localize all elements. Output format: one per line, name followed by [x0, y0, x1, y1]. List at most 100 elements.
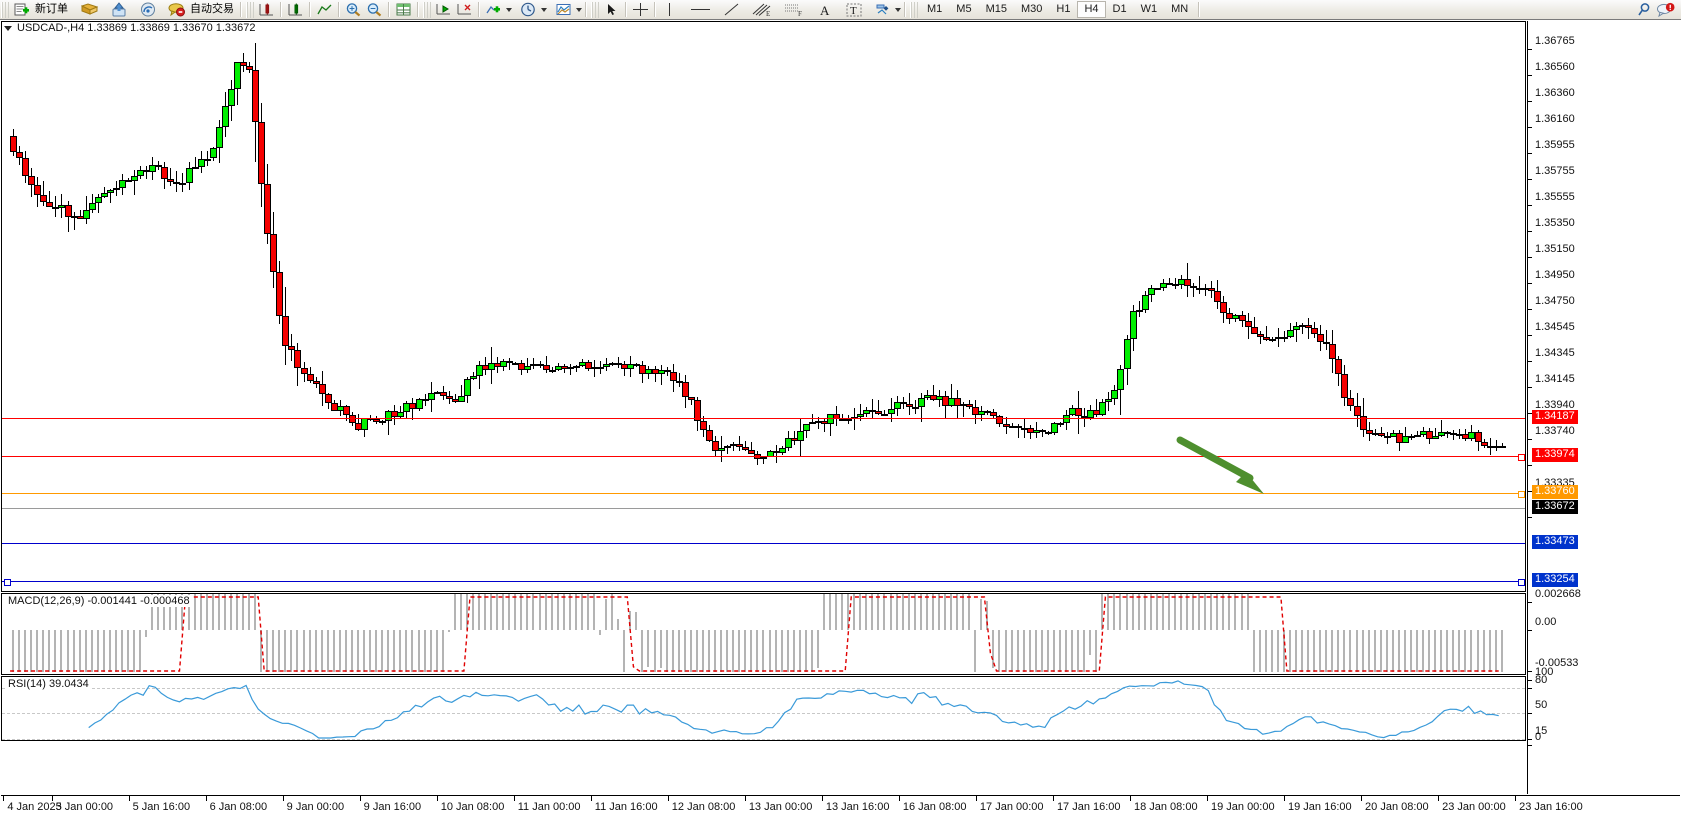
macd-histogram-bar: [18, 630, 21, 672]
candlestick: [1329, 22, 1337, 591]
timeframe-h1[interactable]: H1: [1056, 3, 1071, 15]
horizontal-price-line[interactable]: [2, 493, 1525, 494]
zoom-in-icon[interactable]: [343, 1, 364, 18]
text-label-icon[interactable]: T: [843, 1, 864, 18]
down-arrow-annotation[interactable]: [1172, 432, 1282, 502]
timeframe-m15[interactable]: M15: [985, 3, 1007, 15]
horizontal-price-line[interactable]: [2, 581, 1525, 582]
autotrade-label[interactable]: 自动交易: [190, 3, 234, 15]
timeframe-m1[interactable]: M1: [927, 3, 943, 15]
price-line-handle-left[interactable]: [4, 579, 11, 586]
price-line-label[interactable]: 1.33760: [1532, 485, 1578, 499]
grid-icon[interactable]: [393, 1, 414, 18]
svg-text:F: F: [798, 10, 802, 17]
hline-icon[interactable]: [688, 1, 713, 18]
toolbar-grip[interactable]: [1, 1, 9, 18]
candlestick: [324, 22, 332, 591]
price-scale[interactable]: 1.36765 1.36560 1.36360 1.36160 1.35955 1.357…: [1527, 21, 1680, 794]
toolbar-grip-3[interactable]: [423, 1, 431, 18]
macd-pane[interactable]: MACD(12,26,9) -0.001441 -0.000468: [1, 593, 1526, 675]
candlestick: [252, 22, 260, 591]
new-order-icon[interactable]: [11, 1, 32, 18]
crosshair-icon[interactable]: [630, 1, 651, 18]
macd-histogram-bar: [992, 630, 995, 669]
price-line-label[interactable]: 1.33254: [1532, 573, 1578, 587]
horizontal-price-line[interactable]: [2, 456, 1525, 457]
plot-area[interactable]: MACD(12,26,9) -0.001441 -0.000468 RSI(14…: [1, 21, 1526, 794]
timeframe-w1[interactable]: W1: [1140, 3, 1158, 15]
candlestick: [1050, 22, 1058, 591]
indicators-icon[interactable]: [483, 1, 504, 18]
candlestick: [1075, 22, 1083, 591]
alert-icon[interactable]: [166, 1, 187, 18]
macd-histogram-bar: [574, 594, 577, 630]
candlestick: [911, 22, 919, 591]
candlestick: [397, 22, 405, 591]
price-line-label[interactable]: 1.33473: [1532, 535, 1578, 549]
folder-icon[interactable]: [79, 1, 100, 18]
macd-histogram-bar: [532, 594, 535, 630]
price-line-handle[interactable]: [1518, 491, 1525, 498]
objects-dropdown-caret[interactable]: [895, 7, 901, 12]
horizontal-price-line[interactable]: [2, 543, 1525, 544]
timeframe-m5[interactable]: M5: [956, 3, 972, 15]
macd-histogram-bar: [1500, 630, 1503, 672]
macd-histogram-bar: [1252, 630, 1255, 672]
rsi-pane[interactable]: RSI(14) 39.0434: [1, 676, 1526, 741]
candlestick: [1099, 22, 1107, 591]
macd-histogram-bar: [611, 594, 614, 630]
shift-icon[interactable]: [433, 1, 454, 18]
period-dropdown-caret[interactable]: [541, 7, 547, 12]
toolbar-grip-4[interactable]: [591, 1, 599, 18]
macd-histogram-bar: [859, 594, 862, 630]
price-line-handle[interactable]: [1518, 454, 1525, 461]
price-line-label[interactable]: 1.33974: [1532, 448, 1578, 462]
chart-menu-caret-icon[interactable]: [4, 25, 12, 31]
candlestick: [1220, 22, 1228, 591]
fibonacci-icon[interactable]: F: [782, 1, 806, 18]
upload-icon[interactable]: [108, 1, 129, 18]
notification-icon[interactable]: [1655, 1, 1677, 18]
main-price-pane[interactable]: [1, 21, 1526, 592]
macd-histogram-bar: [707, 630, 710, 672]
timeframe-d1[interactable]: D1: [1112, 3, 1127, 15]
cursor-icon[interactable]: [601, 1, 622, 18]
search-icon[interactable]: [1634, 1, 1655, 18]
candlestick: [869, 22, 877, 591]
candlestick-icon[interactable]: [285, 1, 306, 18]
price-line-label[interactable]: 1.34187: [1532, 410, 1578, 424]
equidistant-channel-icon[interactable]: E: [750, 1, 774, 18]
price-line-handle[interactable]: [1518, 579, 1525, 586]
horizontal-price-line[interactable]: [2, 418, 1525, 419]
vline-icon[interactable]: [659, 1, 680, 18]
trendline-icon[interactable]: [721, 1, 742, 18]
horizontal-price-line[interactable]: [2, 508, 1525, 509]
indicators-dropdown-caret[interactable]: [506, 7, 512, 12]
candlestick: [663, 22, 671, 591]
toolbar-grip-5[interactable]: [910, 1, 918, 18]
templates-dropdown-caret[interactable]: [576, 7, 582, 12]
objects-icon[interactable]: [872, 1, 893, 18]
chart-title-bar: USDCAD-,H4 1.33869 1.33869 1.33670 1.336…: [0, 20, 256, 36]
candlestick: [476, 22, 484, 591]
candlestick: [1280, 22, 1288, 591]
timeframe-mn[interactable]: MN: [1171, 3, 1189, 15]
timeframe-h4[interactable]: H4: [1077, 1, 1106, 18]
price-line-label[interactable]: 1.33672: [1532, 500, 1578, 514]
new-order-label[interactable]: 新订单: [35, 3, 68, 15]
candlestick: [718, 22, 726, 591]
candlestick: [1292, 22, 1300, 591]
autoscroll-icon[interactable]: [454, 1, 475, 18]
text-icon[interactable]: A: [814, 1, 835, 18]
candlestick: [34, 22, 42, 591]
toolbar-grip-2[interactable]: [246, 1, 254, 18]
period-icon[interactable]: [518, 1, 539, 18]
candlestick: [215, 22, 223, 591]
zoom-out-icon[interactable]: [364, 1, 385, 18]
timeframe-m30[interactable]: M30: [1020, 3, 1043, 15]
templates-icon[interactable]: [553, 1, 574, 18]
bar-chart-icon[interactable]: [256, 1, 277, 18]
line-chart-icon[interactable]: [314, 1, 335, 18]
time-scale[interactable]: 4 Jan 2023 5 Jan 00:00 5 Jan 16:00 6 Jan 08…: [1, 795, 1680, 821]
signal-icon[interactable]: [137, 1, 158, 18]
